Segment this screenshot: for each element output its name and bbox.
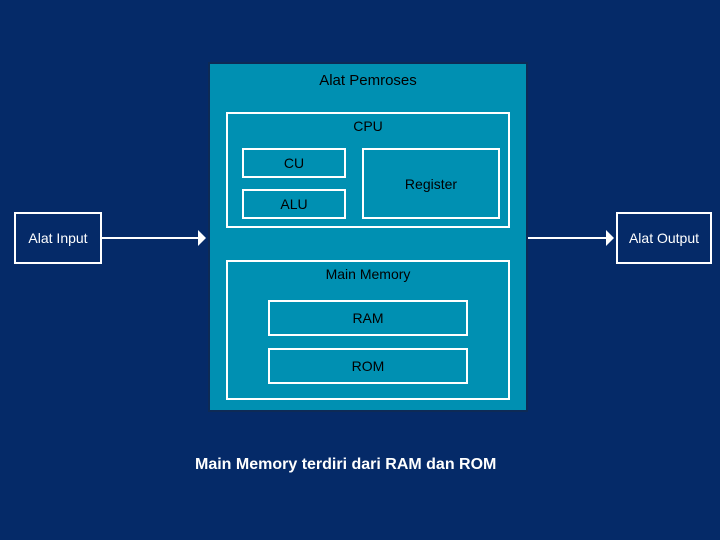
arrow-proc-to-output: [528, 237, 606, 239]
cu-box: CU: [242, 148, 346, 178]
alat-pemroses-label: Alat Pemroses: [210, 64, 526, 89]
alat-input-box: Alat Input: [14, 212, 102, 264]
ram-label: RAM: [352, 310, 383, 326]
alu-label: ALU: [280, 196, 307, 212]
main-memory-label: Main Memory: [228, 262, 508, 282]
register-box: Register: [362, 148, 500, 219]
alat-output-label: Alat Output: [629, 230, 699, 246]
cu-label: CU: [284, 155, 304, 171]
rom-label: ROM: [352, 358, 385, 374]
alat-output-box: Alat Output: [616, 212, 712, 264]
arrow-input-to-proc: [102, 237, 198, 239]
arrow-proc-to-output-head: [606, 230, 614, 246]
arrow-input-to-proc-head: [198, 230, 206, 246]
cpu-label: CPU: [228, 114, 508, 134]
ram-box: RAM: [268, 300, 468, 336]
rom-box: ROM: [268, 348, 468, 384]
alat-input-label: Alat Input: [28, 230, 87, 246]
alu-box: ALU: [242, 189, 346, 219]
caption-text: Main Memory terdiri dari RAM dan ROM: [195, 456, 496, 474]
register-label: Register: [405, 176, 457, 192]
